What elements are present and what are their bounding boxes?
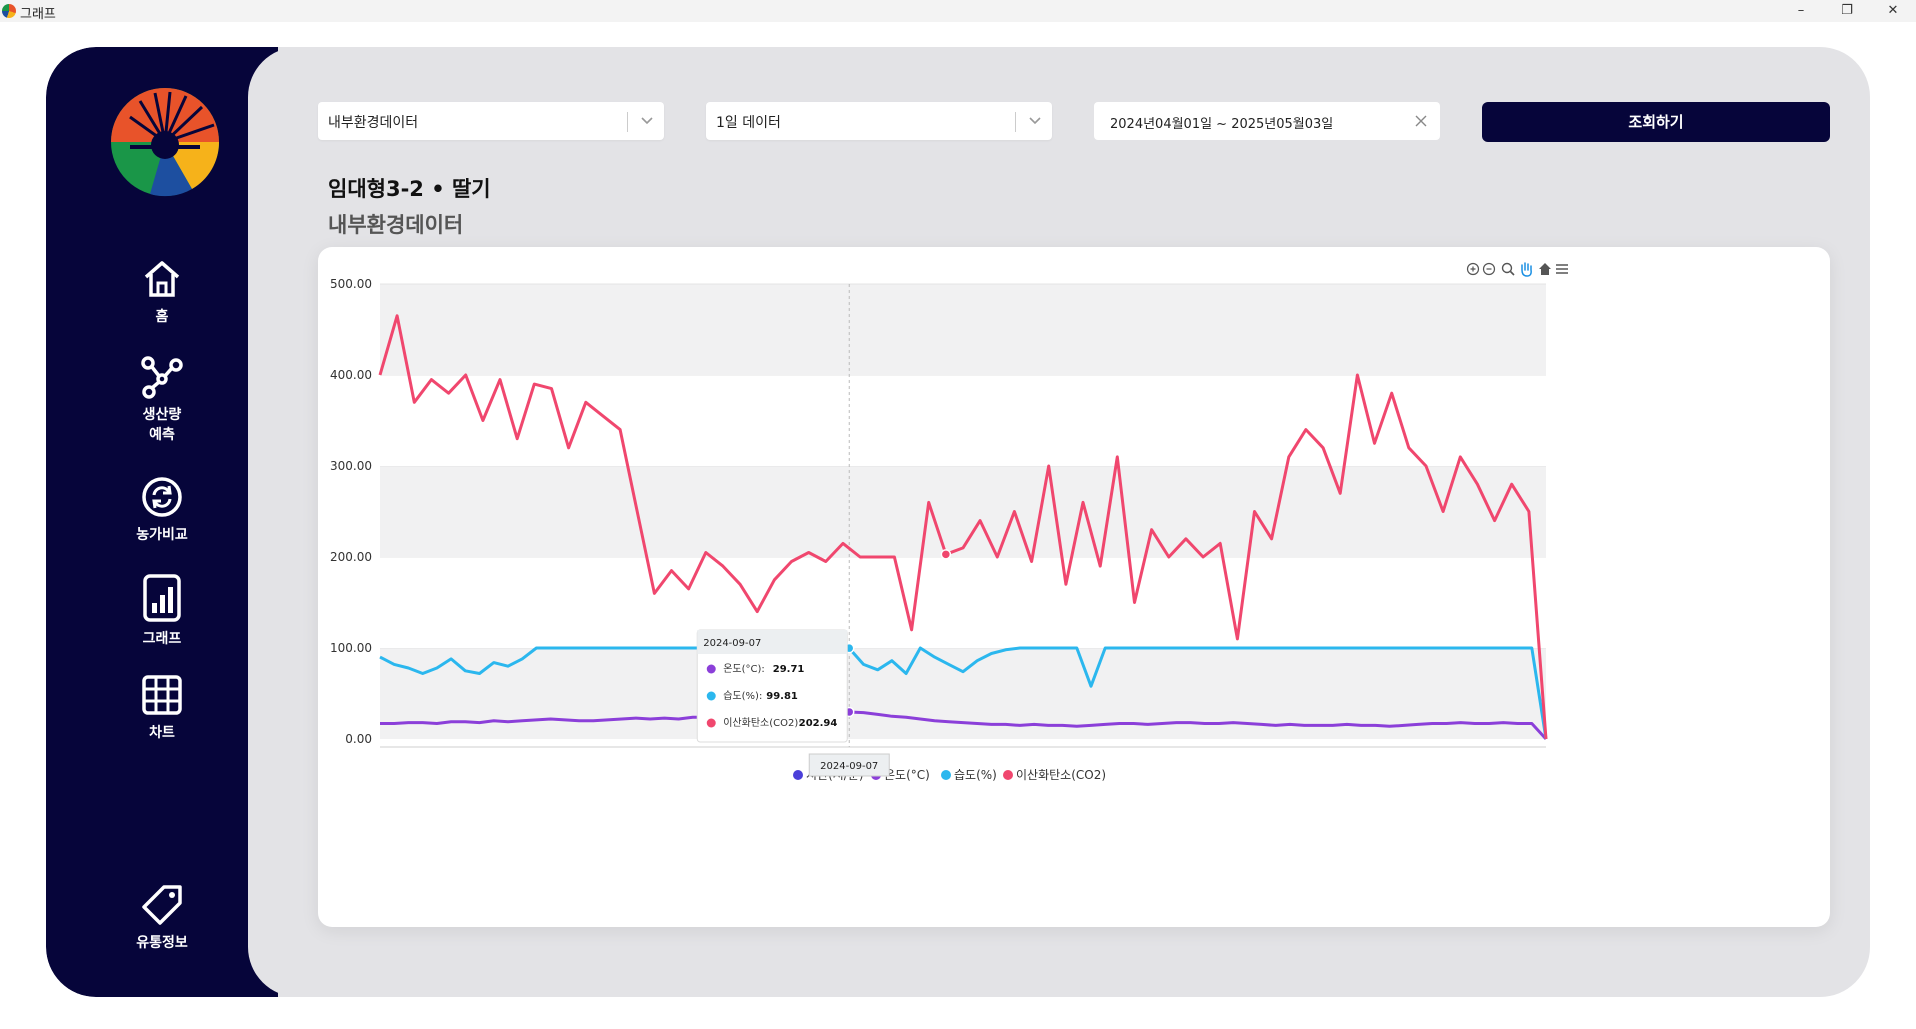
zoom-in-icon[interactable] — [1466, 262, 1480, 276]
data-type-select[interactable]: 내부환경데이터 — [318, 102, 664, 140]
grid-band — [380, 284, 1546, 375]
interval-value: 1일 데이터 — [716, 115, 781, 131]
grid-band — [380, 466, 1546, 557]
crosshair-label-box — [808, 753, 890, 777]
app-container: 홈 생산량 예측 농가비교 — [46, 47, 1870, 997]
legend-label: 습도(%) — [954, 768, 997, 782]
magnifier-icon[interactable] — [1501, 262, 1515, 276]
chart-toolbar — [1466, 262, 1568, 277]
sidebar-item-home[interactable]: 홈 — [46, 257, 278, 327]
sidebar-item-label: 그래프 — [142, 631, 182, 647]
legend-marker — [793, 770, 803, 780]
app-logo-icon — [2, 4, 16, 18]
interval-select[interactable]: 1일 데이터 — [706, 102, 1052, 140]
page-title: 임대형3-2 • 딸기 — [328, 177, 491, 201]
reset-home-icon[interactable] — [1539, 263, 1551, 275]
chart-tooltip: 2024-09-07 온도(°C): 29.71 습도(%): 99.81 이산화탄소(C… — [696, 629, 848, 743]
chart-card: 0.00 100.00 200.00 300.00 400.00 500.00 — [318, 247, 1830, 927]
chevron-down-icon[interactable] — [1028, 114, 1042, 128]
sidebar-item-label: 차트 — [149, 725, 175, 741]
highlight-marker — [940, 549, 952, 560]
query-button[interactable]: 조회하기 — [1482, 102, 1830, 142]
home-icon — [144, 261, 180, 297]
grid-band — [380, 375, 1546, 466]
brand-logo-icon — [111, 88, 220, 197]
date-range-picker[interactable]: 2024년04월01일 ~ 2025년05월03일 — [1094, 102, 1440, 140]
series-line — [378, 314, 1548, 740]
maximize-button[interactable]: ❐ — [1841, 3, 1853, 18]
date-range-value: 2024년04월01일 ~ 2025년05월03일 — [1110, 117, 1334, 132]
tooltip-label: 온도(°C): — [723, 663, 765, 675]
legend-marker — [1003, 770, 1013, 780]
y-tick-label: 100.00 — [330, 641, 372, 655]
tooltip-label: 습도(%): — [723, 690, 762, 702]
page-subtitle: 내부환경데이터 — [328, 213, 464, 237]
menu-icon[interactable] — [1556, 264, 1568, 274]
main-content: 내부환경데이터 1일 데이터 2024년04월01일 ~ 2025년05월03일… — [278, 47, 1870, 997]
close-button[interactable]: ✕ — [1887, 3, 1899, 18]
series-lines — [378, 314, 1548, 741]
line-chart[interactable]: 0.00 100.00 200.00 300.00 400.00 500.00 — [318, 247, 1830, 927]
legend-item[interactable]: 이산화탄소(CO2) — [1003, 768, 1106, 782]
tag-icon — [142, 885, 182, 925]
pan-hand-icon[interactable] — [1521, 262, 1532, 277]
nodes-icon — [141, 356, 183, 399]
legend-marker — [941, 770, 951, 780]
tooltip-header — [697, 630, 848, 654]
sidebar-item-label: 생산량 예측 — [142, 407, 182, 443]
y-tick-label: 300.00 — [330, 459, 372, 473]
select-divider — [627, 112, 628, 132]
y-tick-label: 500.00 — [330, 277, 372, 291]
y-tick-label: 200.00 — [330, 550, 372, 564]
sync-icon — [142, 477, 182, 517]
sidebar-item-prediction[interactable]: 생산량 예측 — [46, 355, 278, 445]
tooltip-label: 이산화탄소(CO2): — [723, 717, 801, 729]
tooltip-value: 99.81 — [766, 691, 798, 702]
crosshair-x-label: 2024-09-07 — [808, 753, 890, 777]
tooltip-marker — [706, 718, 716, 728]
tooltip-date: 2024-09-07 — [703, 638, 761, 649]
clear-icon[interactable] — [1414, 114, 1428, 128]
window-titlebar: 그래프 – ❐ ✕ — [0, 0, 1916, 22]
tooltip-value: 29.71 — [773, 664, 805, 675]
series-line — [380, 710, 1548, 741]
sidebar: 홈 생산량 예측 농가비교 — [46, 47, 308, 997]
legend-label: 온도(°C) — [884, 768, 930, 782]
chevron-down-icon[interactable] — [640, 114, 654, 128]
sidebar-item-farm-compare[interactable]: 농가비교 — [46, 475, 278, 545]
sidebar-item-table[interactable]: 차트 — [46, 673, 278, 743]
tooltip-marker — [706, 691, 716, 701]
tooltip-value: 202.94 — [799, 718, 838, 729]
bar-chart-icon — [143, 574, 181, 622]
select-divider — [1015, 112, 1016, 132]
y-axis-ticks: 0.00 100.00 200.00 300.00 400.00 500.00 — [330, 277, 372, 746]
y-tick-label: 0.00 — [345, 732, 372, 746]
zoom-out-icon[interactable] — [1482, 262, 1496, 276]
tooltip-marker — [706, 664, 716, 674]
y-tick-label: 400.00 — [330, 368, 372, 382]
sidebar-item-graph[interactable]: 그래프 — [46, 573, 278, 649]
window-title: 그래프 — [20, 7, 56, 22]
sidebar-item-distribution[interactable]: 유통정보 — [46, 883, 278, 953]
minimize-button[interactable]: – — [1797, 3, 1805, 18]
sidebar-item-label: 농가비교 — [136, 527, 188, 543]
grid-band — [380, 557, 1546, 648]
legend-label: 이산화탄소(CO2) — [1016, 768, 1106, 782]
crosshair-label-text: 2024-09-07 — [820, 761, 878, 772]
table-icon — [142, 675, 182, 715]
sidebar-item-label: 유통정보 — [136, 935, 188, 951]
series-line — [379, 646, 1548, 740]
legend-item[interactable]: 습도(%) — [941, 768, 997, 782]
sidebar-item-label: 홈 — [155, 309, 169, 325]
data-type-value: 내부환경데이터 — [328, 115, 419, 131]
